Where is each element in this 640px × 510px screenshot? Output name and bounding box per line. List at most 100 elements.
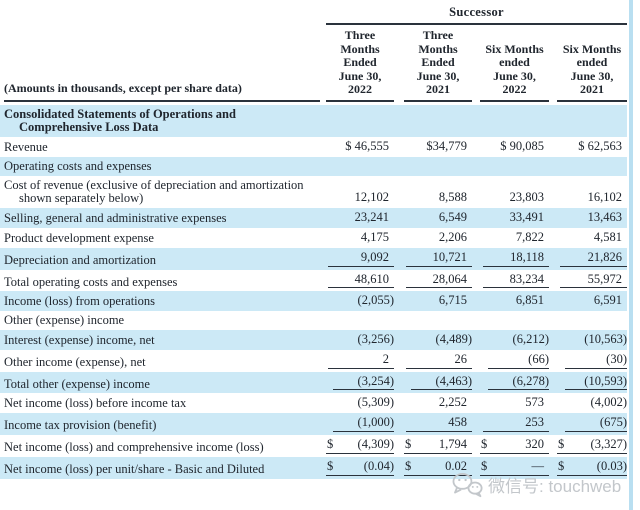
value-cell: [326, 327, 394, 328]
row-label: Operating costs and expenses: [4, 158, 152, 173]
watermark-text: 微信号: touchweb: [488, 477, 622, 496]
table-row: Net income (loss) before income tax (5,30…: [0, 393, 627, 414]
row-label: Cost of revenue (exclusive of depreciati…: [4, 177, 304, 206]
row-cells: (5,309) 2,252 573 (4,002): [326, 396, 627, 411]
row-label: Income tax provision (benefit): [4, 418, 157, 433]
value-cell: [557, 327, 627, 328]
value-cell: [557, 134, 627, 135]
value-cell: 9,092: [326, 250, 394, 268]
row-label: Net income (loss) per unit/share - Basic…: [4, 461, 265, 476]
value-cell: 6,591: [593, 293, 622, 308]
row-label: Net income (loss) before income tax: [4, 396, 187, 411]
row-label: Revenue: [4, 140, 48, 155]
value-cell: $1,794: [404, 437, 472, 455]
row-label: Consolidated Statements of Operations an…: [4, 106, 236, 135]
value-cell: (3,256): [357, 332, 394, 347]
value-cell: $ (4,309): [326, 437, 394, 455]
value-cell: (4,002): [590, 395, 627, 410]
wechat-icon: [450, 471, 483, 498]
row-label: Total operating costs and expenses: [4, 274, 178, 289]
value-cell: $ 46,555: [345, 139, 389, 154]
table-row: Total other (expense) income (3,254) (4,46…: [0, 371, 627, 394]
table-row: Other (expense) income: [0, 311, 627, 331]
value-cell: (675): [557, 415, 627, 433]
value-cell: $ 62,563: [578, 139, 622, 154]
row-cells: 23,241 6,549 33,491 13,463: [326, 210, 627, 226]
value-cell: 573: [525, 395, 544, 410]
value-cell: $34,779: [426, 139, 467, 154]
row-cells: (3,254) (4,463) (6,278) (10,593): [326, 374, 627, 392]
table-row: Income tax provision (benefit) (1,000) 458…: [0, 413, 627, 436]
table-row: Depreciation and amortization 9,092 10,721…: [0, 247, 627, 270]
header-label-column: (Amounts in thousands, except per share …: [4, 2, 326, 102]
value-cell: 6,851: [515, 293, 544, 308]
row-cells: $ 46,555 $34,779 $ 90,085 $ 62,563: [326, 139, 627, 155]
row-label: Other (expense) income: [4, 313, 125, 328]
value-cell: 23,241: [354, 210, 389, 225]
value-cell: 4,581: [593, 230, 622, 245]
row-label: Other income (expense), net: [4, 354, 146, 369]
column-headers: Three Months Ended June 30, 2022 Three Months E…: [326, 28, 627, 102]
table-row: Income (loss) from operations (2,055) 6,71…: [0, 291, 627, 312]
row-cells: (2,055) 6,715 6,851 6,591: [326, 294, 627, 309]
table-row: Operating costs and expenses: [0, 156, 627, 176]
row-cells: (1,000) 458 253 (675): [326, 415, 627, 433]
value-cell: (10,563): [584, 332, 627, 347]
row-label: Interest (expense) income, net: [4, 333, 155, 348]
value-cell: $ (0.04): [326, 459, 394, 477]
value-cell: 253: [480, 415, 549, 433]
value-cell: $ (0.03): [557, 459, 627, 477]
value-cell: $320: [480, 437, 549, 455]
value-cell: (3,254): [326, 374, 394, 392]
value-cell: [326, 134, 394, 135]
watermark: 微信号: touchweb: [450, 471, 621, 498]
row-cells: (3,256) (4,489) (6,212) (10,563): [326, 332, 627, 348]
row-label: Net income (loss) and comprehensive inco…: [4, 440, 264, 455]
row-cells: 2 26 (66) (30): [326, 352, 627, 370]
row-cells: 4,175 2,206 7,822 4,581: [326, 230, 627, 246]
value-cell: 2,252: [438, 395, 467, 410]
value-cell: 18,118: [480, 250, 549, 268]
value-cell: [480, 173, 549, 174]
row-label: Selling, general and administrative expe…: [4, 211, 227, 226]
column-header-4: Six Months ended June 30, 2021: [557, 42, 627, 102]
table-row: Other income (expense), net 2 26 (66) (30): [0, 349, 627, 372]
value-cell: 4,175: [360, 230, 389, 245]
row-cells: $ (4,309) $1,794 $320 $ (3,327): [326, 437, 627, 455]
row-cells: [326, 327, 627, 328]
value-cell: (66): [480, 352, 549, 370]
row-cells: [326, 173, 627, 174]
row-label: Product development expense: [4, 231, 154, 246]
value-cell: [480, 134, 549, 135]
row-label: Depreciation and amortization: [4, 252, 157, 267]
row-cells: 9,092 10,721 18,118 21,826: [326, 250, 627, 268]
value-cell: 8,588: [438, 190, 467, 205]
value-cell: 16,102: [587, 190, 622, 205]
value-cell: (4,463): [404, 374, 472, 392]
value-cell: 83,234: [480, 272, 549, 290]
successor-group-header: Successor: [326, 2, 627, 25]
value-cell: 2: [326, 352, 394, 370]
value-cell: [557, 173, 627, 174]
column-header-3: Six Months ended June 30, 2022: [480, 42, 549, 102]
value-cell: (10,593): [557, 374, 627, 392]
table-row: Revenue $ 46,555 $34,779 $ 90,085 $ 62,563: [0, 137, 627, 157]
column-header-2: Three Months Ended June 30, 2021: [404, 28, 472, 102]
row-cells: $ (0.04) $0.02 $ — $ (0.03): [326, 459, 627, 477]
header-value-columns: Successor Three Months Ended June 30, 2022 Th…: [326, 2, 627, 102]
value-cell: (30): [557, 352, 627, 370]
value-cell: $ (3,327): [557, 437, 627, 455]
value-cell: (6,278): [480, 374, 549, 392]
value-cell: (1,000): [326, 415, 394, 433]
value-cell: (5,309): [357, 395, 394, 410]
value-cell: [404, 327, 472, 328]
amounts-note: (Amounts in thousands, except per share …: [4, 81, 320, 102]
value-cell: 458: [404, 415, 472, 433]
value-cell: [480, 327, 549, 328]
row-label: Total other (expense) income: [4, 376, 150, 391]
value-cell: $ 90,085: [500, 139, 544, 154]
value-cell: 6,549: [438, 210, 467, 225]
value-cell: (6,212): [512, 332, 549, 347]
table-row: Net income (loss) per unit/share - Basic…: [0, 456, 627, 479]
table-row: Consolidated Statements of Operations an…: [0, 104, 627, 138]
